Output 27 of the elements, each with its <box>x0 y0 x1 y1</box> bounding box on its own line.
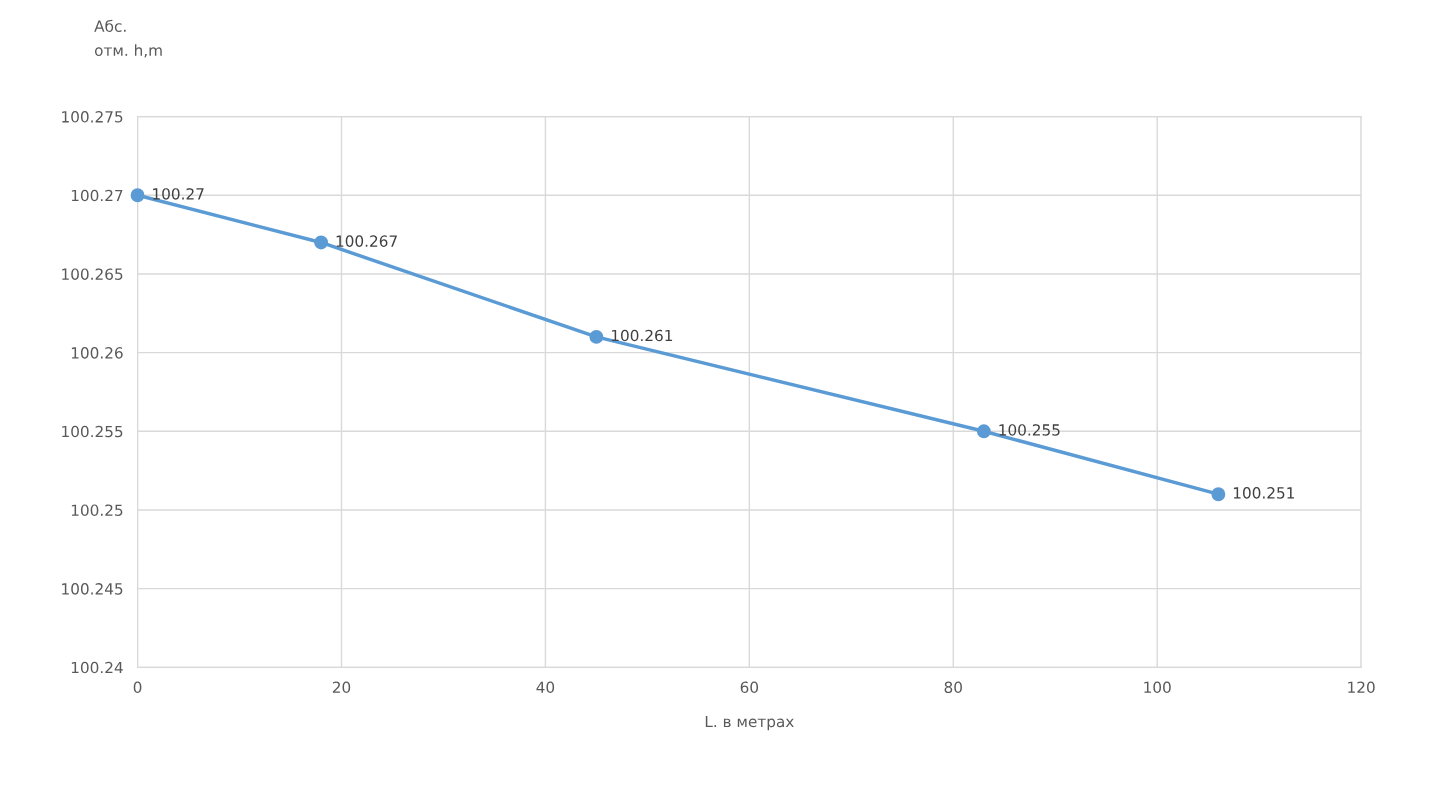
x-tick-label: 20 <box>332 681 351 694</box>
y-tick-label: 100.24 <box>71 661 123 674</box>
x-tick-label: 80 <box>944 681 962 694</box>
x-axis-title: L. в метрах <box>705 715 794 731</box>
x-tick-label: 0 <box>133 681 142 694</box>
data-label: 100.261 <box>611 329 673 342</box>
point <box>130 188 145 203</box>
data-label: 100.27 <box>153 188 204 200</box>
y-tick-label: 100.275 <box>62 111 123 123</box>
y-axis-title: Абс. отм. h,m <box>94 19 162 58</box>
x-tick-label: 120 <box>1348 681 1375 694</box>
y-tick-label: 100.255 <box>62 425 123 438</box>
point <box>314 235 329 250</box>
y-tick-label: 100.27 <box>71 189 123 202</box>
y-tick-label: 100.245 <box>62 583 123 595</box>
x-tick-label: 40 <box>536 681 555 694</box>
y-tick-label: 100.265 <box>62 268 123 280</box>
y-tick-label: 100.25 <box>71 504 123 516</box>
data-label: 100.251 <box>1233 487 1295 499</box>
point <box>1211 487 1226 502</box>
point <box>976 424 991 439</box>
point <box>589 329 604 344</box>
data-label: 100.255 <box>999 424 1060 436</box>
x-tick-label: 100 <box>1144 681 1171 694</box>
x-tick-label: 60 <box>740 681 759 694</box>
y-tick-label: 100.26 <box>71 347 123 359</box>
data-label: 100.267 <box>336 235 397 247</box>
